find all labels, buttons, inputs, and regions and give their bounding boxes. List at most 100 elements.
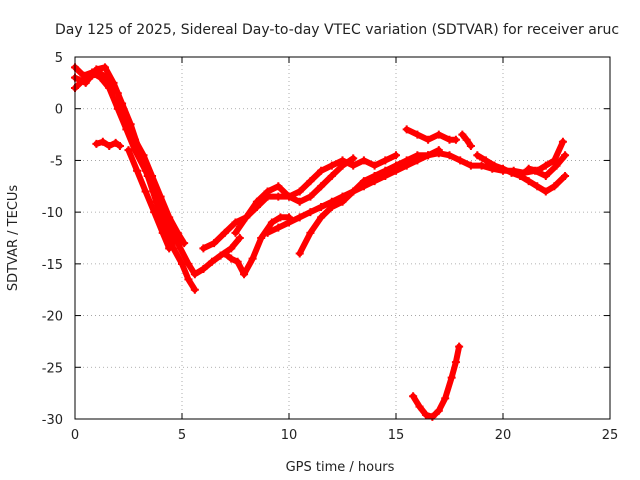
data-point [115,141,124,150]
data-point [499,164,507,173]
series-track-15 [409,342,464,421]
data-point [317,182,326,191]
series-line [125,147,173,252]
data-point [274,223,283,232]
data-point [462,135,471,144]
data-point [541,171,550,180]
series-track-13 [473,151,570,196]
data-point [327,171,336,180]
data-point [550,182,559,191]
data-point [490,161,499,170]
data-point [190,285,199,294]
series-line [232,155,357,236]
data-point [285,192,293,201]
data-point [533,182,542,191]
data-point [558,137,567,146]
data-point [274,182,283,191]
series-track-11 [402,125,460,144]
data-point [100,63,109,72]
data-point [473,151,482,160]
data-point [424,135,433,144]
x-tick-label: 15 [388,428,405,443]
y-tick-label: -20 [42,310,63,325]
data-point [327,161,336,170]
series-track-14 [524,137,567,175]
data-point [252,197,261,206]
data-point [263,228,272,237]
series-track-1 [71,63,244,279]
data-point [156,192,165,201]
data-point [338,197,347,206]
data-point [561,171,570,180]
data-point [402,156,411,165]
plot-frame [74,56,611,420]
series-track-7 [231,154,358,237]
data-point [152,197,161,206]
data-point [178,259,186,268]
data-point [445,151,454,160]
data-point [295,249,304,258]
data-point [88,71,97,80]
chart-title: Day 125 of 2025, Sidereal Day-to-day VTE… [55,22,619,38]
x-axis-label: GPS time / hours [286,460,395,475]
data-point [359,177,368,186]
data-point [150,208,159,217]
data-point [141,187,150,196]
data-point [415,402,424,411]
data-point [231,228,240,237]
data-point [349,161,358,170]
data-point [434,406,443,415]
data-point [392,161,400,170]
data-point [456,156,465,165]
x-tick-label: 5 [178,428,186,443]
data-point [359,156,368,165]
data-point [105,75,114,84]
series-track-4 [92,137,124,150]
data-point [220,249,229,258]
data-point [550,156,559,165]
data-point [113,89,122,98]
y-tick-label: -15 [42,258,63,273]
data-point [477,161,486,170]
data-point [533,166,542,175]
data-point [516,171,525,180]
y-tick-label: -10 [42,206,63,221]
data-point [451,358,460,367]
data-point [98,137,107,146]
x-tick-label: 25 [602,428,619,443]
data-point [139,151,148,160]
data-point [317,202,326,211]
data-point [451,135,460,144]
data-point [158,228,167,237]
data-point [165,213,174,222]
data-point [148,171,157,180]
series-track-8 [220,213,293,279]
data-point [441,394,450,403]
data-point [231,218,240,227]
x-tick-label: 20 [495,428,512,443]
series-line [72,64,198,293]
data-point [276,213,285,222]
data-point [207,257,216,266]
data-point [370,171,379,180]
data-point [524,177,533,186]
data-point [295,197,304,206]
data-point [79,75,88,84]
data-point [306,208,315,217]
data-point [466,161,475,170]
data-point [306,192,315,201]
data-point [92,139,101,148]
data-point [561,151,570,160]
data-point [428,412,437,421]
data-point [381,156,390,165]
data-point [338,161,347,170]
x-tick-label: 0 [71,428,79,443]
data-point [227,244,236,253]
data-point [199,244,208,253]
data-point [458,130,467,139]
series-track-2 [71,63,199,294]
data-point [130,135,139,144]
data-point [111,138,120,147]
data-point [421,410,430,419]
